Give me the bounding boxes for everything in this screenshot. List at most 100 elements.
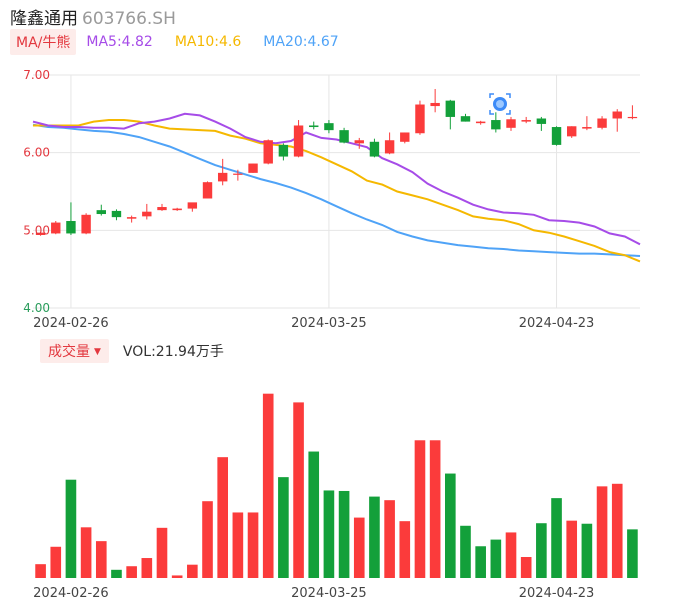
candlestick — [339, 127, 349, 144]
candle-body — [278, 144, 289, 157]
volume-bar — [399, 521, 411, 578]
x-tick-label: 2024-03-25 — [291, 316, 367, 331]
candle-body — [536, 118, 547, 124]
candlestick — [187, 202, 198, 212]
candlestick — [475, 120, 486, 125]
candlestick — [157, 203, 167, 211]
ma10-line — [33, 119, 641, 263]
candle-body — [612, 111, 622, 119]
candlestick — [35, 231, 46, 236]
candle-body — [202, 182, 213, 199]
volume-bar — [141, 558, 153, 578]
candle-body — [142, 211, 152, 217]
candlestick — [384, 132, 395, 155]
candle-body — [157, 207, 167, 211]
candlestick — [248, 163, 258, 173]
candlestick — [400, 132, 410, 144]
candle-body — [81, 214, 91, 234]
x-tick-label: 2024-04-23 — [519, 316, 595, 331]
volume-bar — [308, 451, 320, 578]
volume-date-axis: 2024-02-26 2024-03-25 2024-04-23 — [33, 586, 594, 601]
volume-bar — [187, 564, 198, 578]
candle-body — [627, 116, 638, 119]
candle-body — [293, 125, 304, 157]
candlestick — [582, 116, 592, 131]
y-tick-label: 6.00 — [23, 146, 50, 160]
volume-x-tick-label: 2024-04-23 — [519, 586, 595, 601]
volume-bar — [353, 517, 365, 578]
volume-bar — [262, 393, 274, 578]
volume-bar — [171, 575, 183, 578]
volume-bar — [80, 527, 92, 578]
y-tick-label: 7.00 — [23, 68, 50, 82]
candlestick — [415, 100, 425, 135]
candlestick — [96, 204, 106, 216]
candlestick — [111, 209, 122, 221]
candle-body — [445, 100, 456, 117]
volume-selector-button[interactable]: 成交量 ▼ — [40, 339, 109, 363]
candle-body — [384, 140, 395, 154]
volume-bar — [65, 479, 77, 578]
volume-bar — [293, 402, 304, 578]
candlestick — [278, 143, 289, 161]
volume-bar — [475, 546, 486, 578]
candlestick — [309, 121, 319, 130]
candle-body — [369, 141, 380, 157]
volume-bar — [460, 525, 471, 578]
candle-body — [491, 120, 501, 130]
candle-body — [309, 125, 319, 128]
candlestick — [324, 120, 334, 134]
candle-body — [521, 120, 531, 122]
candle-body — [354, 140, 364, 144]
volume-bar — [232, 512, 244, 578]
candlestick — [172, 207, 182, 211]
candlestick — [521, 116, 531, 124]
candle-body — [248, 163, 258, 173]
moving-average-lines — [32, 112, 641, 263]
volume-bar — [596, 486, 608, 578]
candlestick — [506, 116, 516, 131]
stock-name: 隆鑫通用 — [10, 9, 78, 29]
volume-x-tick-label: 2024-02-26 — [33, 586, 109, 601]
candle-body — [217, 172, 228, 182]
y-tick-label: 4.00 — [23, 301, 50, 315]
ma20-legend: MA20:4.67 — [263, 34, 339, 50]
ma20-line — [32, 123, 641, 257]
ma10-legend: MA10:4.6 — [174, 34, 242, 50]
candle-body — [96, 210, 106, 215]
candlestick — [81, 213, 91, 235]
candlestick — [491, 112, 501, 133]
ma5-line — [32, 112, 641, 246]
candlestick — [612, 109, 622, 132]
volume-bar — [323, 490, 335, 578]
candlestick-series — [35, 88, 638, 236]
candle-body — [400, 132, 410, 142]
volume-bar — [202, 501, 213, 578]
candle-body — [475, 121, 486, 124]
price-axis: 7.00 6.00 5.00 4.00 — [23, 68, 50, 315]
candlestick — [627, 105, 638, 120]
volume-bar — [156, 527, 168, 578]
volume-bar — [126, 566, 137, 578]
candlestick — [293, 120, 304, 158]
stock-title: 隆鑫通用 603766.SH — [10, 4, 176, 29]
candlestick — [354, 137, 364, 149]
volume-bar — [551, 498, 562, 578]
volume-bar — [581, 523, 593, 578]
volume-legend: 成交量 ▼ VOL:21.94万手 — [40, 339, 224, 363]
volume-bar — [429, 440, 441, 578]
candlestick — [66, 202, 76, 235]
volume-bar — [35, 564, 46, 578]
candlestick — [126, 215, 137, 223]
candle-body — [415, 104, 425, 134]
stock-code: 603766.SH — [82, 9, 176, 29]
grid-lines — [33, 74, 640, 309]
ma5-legend: MA5:4.82 — [86, 34, 153, 50]
candle-body — [66, 221, 76, 234]
ma-selector-button[interactable]: MA/牛熊 — [10, 29, 77, 55]
volume-bar — [505, 532, 517, 578]
candlestick — [263, 139, 273, 165]
candle-body — [567, 126, 577, 137]
volume-bar — [217, 457, 228, 578]
candle-body — [35, 232, 46, 235]
